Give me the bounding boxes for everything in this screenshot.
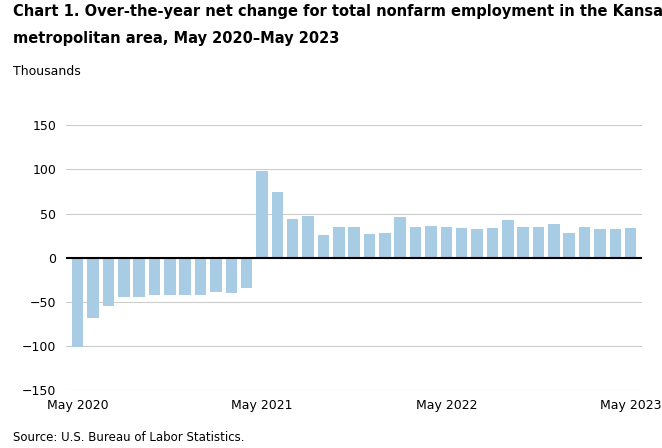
Bar bbox=[395, 217, 406, 258]
Bar bbox=[487, 228, 498, 258]
Bar bbox=[195, 258, 207, 295]
Bar bbox=[226, 258, 237, 293]
Bar bbox=[179, 258, 191, 295]
Bar bbox=[271, 192, 283, 258]
Bar bbox=[425, 226, 437, 258]
Bar bbox=[410, 227, 421, 258]
Bar bbox=[164, 258, 175, 296]
Bar bbox=[471, 229, 483, 258]
Bar bbox=[563, 233, 575, 258]
Bar bbox=[456, 228, 467, 258]
Bar bbox=[379, 233, 391, 258]
Bar bbox=[502, 220, 514, 258]
Bar bbox=[594, 229, 606, 258]
Bar bbox=[87, 258, 99, 318]
Text: metropolitan area, May 2020–May 2023: metropolitan area, May 2020–May 2023 bbox=[13, 31, 340, 46]
Bar bbox=[256, 171, 267, 258]
Text: Thousands: Thousands bbox=[13, 65, 81, 78]
Bar bbox=[287, 219, 299, 258]
Bar bbox=[333, 227, 344, 258]
Bar bbox=[579, 227, 591, 258]
Text: Chart 1. Over-the-year net change for total nonfarm employment in the Kansas Cit: Chart 1. Over-the-year net change for to… bbox=[13, 4, 662, 19]
Bar bbox=[625, 228, 636, 258]
Bar bbox=[518, 227, 529, 258]
Bar bbox=[548, 224, 559, 258]
Bar bbox=[241, 258, 252, 289]
Bar bbox=[441, 227, 452, 258]
Bar bbox=[134, 258, 145, 297]
Bar bbox=[318, 235, 329, 258]
Bar bbox=[364, 234, 375, 258]
Bar bbox=[211, 258, 222, 292]
Text: Source: U.S. Bureau of Labor Statistics.: Source: U.S. Bureau of Labor Statistics. bbox=[13, 431, 245, 444]
Bar bbox=[610, 229, 621, 258]
Bar bbox=[149, 258, 160, 296]
Bar bbox=[103, 258, 114, 306]
Bar bbox=[348, 227, 360, 258]
Bar bbox=[72, 258, 83, 347]
Bar bbox=[118, 258, 130, 297]
Bar bbox=[533, 227, 544, 258]
Bar bbox=[303, 216, 314, 258]
